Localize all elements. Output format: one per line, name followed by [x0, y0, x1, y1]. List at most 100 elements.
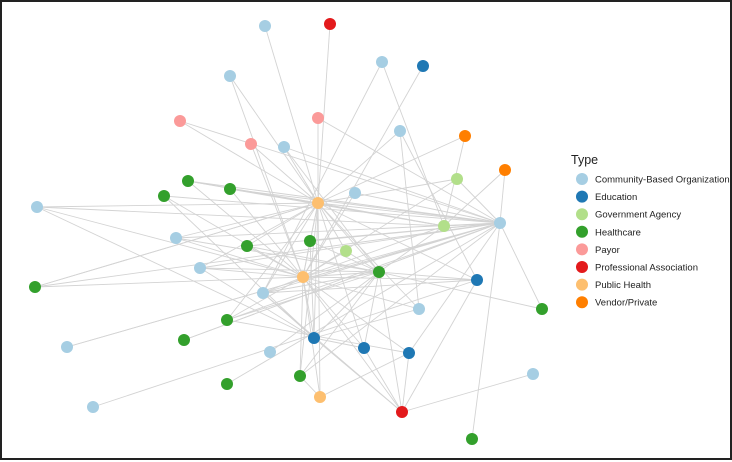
node-n3 [376, 56, 388, 68]
edge-n23-n27 [246, 245, 304, 278]
edge-n21-n24 [309, 222, 501, 242]
edge-n28-n31 [262, 271, 380, 294]
edge-n29-n31 [262, 279, 478, 294]
edge-n19-n20 [36, 206, 445, 227]
edge-n38-n45 [363, 347, 403, 413]
edge-n47-n21 [471, 222, 501, 440]
edge-n23-n28 [246, 245, 380, 273]
edge-n40-n45 [401, 352, 410, 413]
edge-n25-n27 [302, 250, 347, 278]
node-n14 [182, 175, 194, 187]
edge-n7-n27 [250, 143, 304, 278]
node-n18 [312, 197, 324, 209]
edge-n35-n21 [183, 222, 501, 341]
edge-n15-n36 [163, 195, 315, 339]
legend-label-2: Government Agency [595, 210, 681, 221]
legend-label-3: Healthcare [595, 227, 641, 238]
edge-n10-n18 [317, 130, 401, 204]
edge-n21-n30 [34, 222, 501, 288]
edge-n40-n43 [319, 352, 410, 398]
edge-n33-n18 [317, 202, 420, 310]
legend-label-1: Education [595, 192, 637, 203]
edge-n14-n27 [187, 180, 304, 278]
edge-n19-n36 [36, 206, 315, 339]
edge-n46-n29 [92, 279, 478, 408]
node-n8 [312, 112, 324, 124]
node-n31 [257, 287, 269, 299]
node-n44 [221, 378, 233, 390]
node-n34 [221, 314, 233, 326]
legend-label-6: Public Health [595, 280, 651, 291]
edge-n11-n18 [317, 135, 466, 204]
edge-n7-n18 [250, 143, 319, 204]
edge-n33-n36 [313, 308, 420, 339]
legend-swatch-4 [576, 243, 588, 256]
edge-n18-n19 [36, 202, 319, 208]
edge-n36-n45 [313, 337, 403, 413]
node-n29 [471, 274, 483, 286]
node-n16 [224, 183, 236, 195]
node-n35 [178, 334, 190, 346]
node-n43 [314, 391, 326, 403]
node-n6 [174, 115, 186, 127]
node-n27 [297, 271, 309, 283]
edge-n26-n27 [199, 267, 304, 278]
edge-n22-n27 [175, 237, 304, 278]
node-n25 [340, 245, 352, 257]
edge-n22-n28 [175, 237, 380, 273]
edge-n6-n18 [179, 120, 319, 204]
legend-swatch-6 [576, 278, 588, 291]
edge-n27-n30 [34, 276, 304, 288]
node-n2 [324, 18, 336, 30]
node-n11 [459, 130, 471, 142]
node-n37 [61, 341, 73, 353]
node-n15 [158, 190, 170, 202]
node-n4 [417, 60, 429, 72]
node-n22 [170, 232, 182, 244]
edge-n15-n27 [163, 195, 304, 278]
edge-n28-n36 [313, 271, 380, 339]
node-n39 [264, 346, 276, 358]
legend-label-7: Vendor/Private [595, 298, 657, 309]
edge-n26-n28 [199, 267, 380, 273]
edge-n21-n32 [499, 222, 543, 310]
edge-n5-n27 [229, 75, 304, 278]
edge-n26-n36 [199, 267, 315, 339]
legend-label-0: Community-Based Organization [595, 175, 730, 186]
legend-label-5: Professional Association [595, 263, 698, 274]
node-n9 [278, 141, 290, 153]
legend-title: Type [571, 153, 598, 167]
node-n10 [394, 125, 406, 137]
edge-n10-n29 [399, 130, 478, 281]
edge-n24-n27 [302, 240, 311, 278]
edge-n28-n29 [378, 271, 478, 281]
edge-n9-n28 [283, 146, 380, 273]
node-n30 [29, 281, 41, 293]
edge-n9-n21 [283, 146, 501, 224]
node-n36 [308, 332, 320, 344]
edge-n36-n38 [313, 337, 365, 349]
edge-n2-n18 [317, 23, 331, 204]
edge-n39-n28 [269, 271, 380, 353]
edge-n42-n45 [401, 373, 534, 413]
edge-n28-n41 [299, 271, 380, 377]
node-n38 [358, 342, 370, 354]
edge-n18-n25 [317, 202, 347, 252]
node-n17 [349, 187, 361, 199]
edge-n18-n22 [175, 202, 319, 239]
edge-n9-n18 [283, 146, 319, 204]
edge-n5-n18 [229, 75, 319, 204]
node-n21 [494, 217, 506, 229]
edge-n13-n18 [317, 178, 458, 204]
node-n46 [87, 401, 99, 413]
node-n45 [396, 406, 408, 418]
edge-n6-n21 [179, 120, 501, 224]
node-n40 [403, 347, 415, 359]
edge-n32-n28 [378, 271, 543, 310]
node-n28 [373, 266, 385, 278]
node-n23 [241, 240, 253, 252]
edge-n25-n28 [345, 250, 380, 273]
edge-n3-n20 [381, 61, 445, 227]
legend-label-4: Payor [595, 245, 620, 256]
